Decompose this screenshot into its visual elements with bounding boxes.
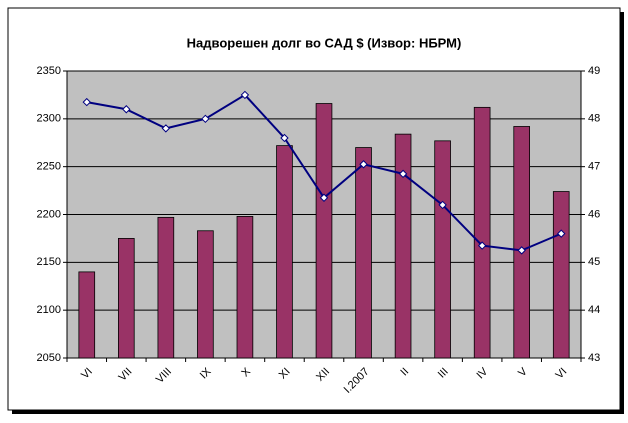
bar [473,106,491,359]
marker [398,169,408,179]
bar [434,140,451,359]
bar [552,191,570,359]
bar [394,133,412,359]
bar [513,126,530,359]
marker [517,246,526,255]
marker [477,241,487,250]
y2-tick-label: 45 [588,256,600,268]
y-tick-label: 2150 [37,256,61,268]
marker [438,200,447,210]
marker [557,229,566,238]
bar [157,216,175,359]
y-tick-label: 2350 [37,65,61,77]
bar [276,145,293,359]
bar [118,238,135,359]
chart-title: Надворешен долг во САД $ (Извор: НБРМ) [187,35,462,50]
marker [240,90,250,100]
bar [315,103,333,359]
marker [280,133,289,143]
marker [201,114,210,124]
y2-tick-label: 43 [588,352,600,364]
bar [355,147,372,359]
marker [161,124,171,133]
bar [197,230,214,359]
y2-tick-label: 44 [588,304,600,316]
y2-tick-label: 46 [588,208,600,220]
y2-tick-label: 48 [588,113,600,125]
y-tick-label: 2300 [37,113,61,125]
marker [82,97,91,107]
bar [236,216,254,359]
y-tick-label: 2100 [37,304,61,316]
y-tick-label: 2050 [37,352,61,364]
bar [78,271,96,359]
marker [359,160,368,169]
frame-shadow [12,410,624,414]
y-tick-label: 2250 [37,161,61,173]
frame-shadow [620,12,624,414]
y2-tick-label: 49 [588,65,600,77]
marker [319,193,329,202]
y2-tick-label: 47 [588,161,600,173]
marker [122,105,131,114]
y-tick-label: 2200 [37,208,61,220]
